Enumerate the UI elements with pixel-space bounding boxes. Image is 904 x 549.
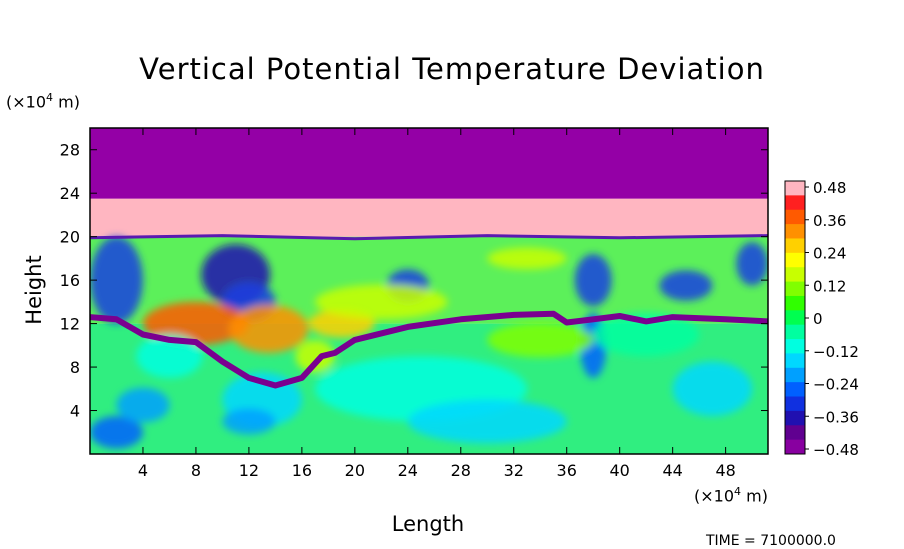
structure-18: [222, 408, 276, 435]
colorbar-swatch-18: [785, 439, 805, 455]
interface-front: [90, 310, 768, 389]
structure-6: [659, 270, 713, 301]
colorbar-swatch-15: [785, 396, 805, 412]
structure-7: [736, 242, 768, 286]
x-tick-label-28: 28: [451, 461, 471, 480]
x-axis-label: Length: [391, 512, 465, 536]
x-tick-label-16: 16: [292, 461, 312, 480]
x-tick-label-40: 40: [610, 461, 630, 480]
colorbar-label-3: 0.12: [813, 277, 846, 295]
y-tick-label-4: 4: [70, 402, 80, 421]
structure-23: [295, 339, 335, 373]
structure-13: [136, 334, 203, 378]
colorbar-swatch-11: [785, 339, 805, 354]
structure-21: [487, 322, 594, 358]
colorbar-swatch-0: [785, 181, 805, 196]
region-pink-band: [90, 198, 768, 237]
colorbar-swatch-8: [785, 295, 805, 311]
structure-22: [116, 387, 170, 423]
colorbar-label-7: −0.36: [813, 408, 859, 426]
colorbar-swatch-13: [785, 367, 805, 383]
y-tick-label-12: 12: [60, 315, 80, 334]
x-tick-label-24: 24: [398, 461, 418, 480]
x-tick-label-32: 32: [504, 461, 524, 480]
plot-frame: [89, 127, 769, 455]
x-tick-label-20: 20: [345, 461, 365, 480]
colorbar-swatch-16: [785, 410, 805, 426]
colorbar-swatch-14: [785, 382, 805, 398]
colorbar-swatch-6: [785, 267, 805, 283]
colorbar-label-0: 0.48: [813, 179, 846, 197]
colorbar-swatch-4: [785, 238, 805, 254]
colorbar-swatch-9: [785, 310, 805, 326]
colorbar-swatch-17: [785, 425, 805, 441]
y-tick-label-24: 24: [60, 184, 80, 203]
x-tick-label-4: 4: [138, 461, 148, 480]
colorbar-swatch-7: [785, 281, 805, 297]
x-tick-label-8: 8: [191, 461, 201, 480]
y-axis-unit: (×104 m): [6, 91, 80, 112]
colorbar-swatch-12: [785, 353, 805, 369]
chart-title: Vertical Potential Temperature Deviation: [139, 52, 765, 86]
structure-17: [90, 415, 143, 449]
y-tick-label-16: 16: [60, 271, 80, 290]
colorbar-label-4: 0: [813, 310, 823, 328]
colorbar-label-8: −0.48: [813, 441, 859, 459]
band-edge: [90, 234, 768, 241]
x-tick-label-44: 44: [662, 461, 682, 480]
colorbar-label-5: −0.12: [813, 343, 859, 361]
structure-10: [229, 305, 309, 353]
x-tick-label-36: 36: [557, 461, 577, 480]
colorbar-swatch-3: [785, 224, 805, 239]
structure-16: [407, 399, 567, 444]
colorbar-swatch-5: [785, 252, 805, 268]
colorbar-label-1: 0.36: [813, 212, 846, 230]
y-tick-label-28: 28: [60, 141, 80, 160]
x-axis-unit: (×104 m): [694, 485, 768, 506]
colorbar-label-2: 0.24: [813, 245, 846, 263]
turbulence-structures: [90, 236, 768, 449]
structure-0: [90, 236, 143, 324]
colorbar-swatch-1: [785, 195, 805, 211]
structure-8: [487, 247, 567, 270]
structure-19: [672, 361, 753, 416]
colorbar-swatch-10: [785, 324, 805, 340]
x-tick-label-12: 12: [239, 461, 259, 480]
heatmap-field: [90, 128, 768, 454]
x-tick-label-48: 48: [715, 461, 735, 480]
colorbar-label-6: −0.24: [813, 376, 859, 394]
structure-4: [574, 254, 612, 307]
y-tick-label-20: 20: [60, 228, 80, 247]
structure-12: [315, 284, 448, 320]
colorbar-swatch-2: [785, 209, 805, 225]
y-tick-label-8: 8: [70, 358, 80, 377]
structure-20: [593, 312, 700, 357]
region-top-band: [90, 128, 768, 199]
structure-9: [142, 301, 249, 346]
